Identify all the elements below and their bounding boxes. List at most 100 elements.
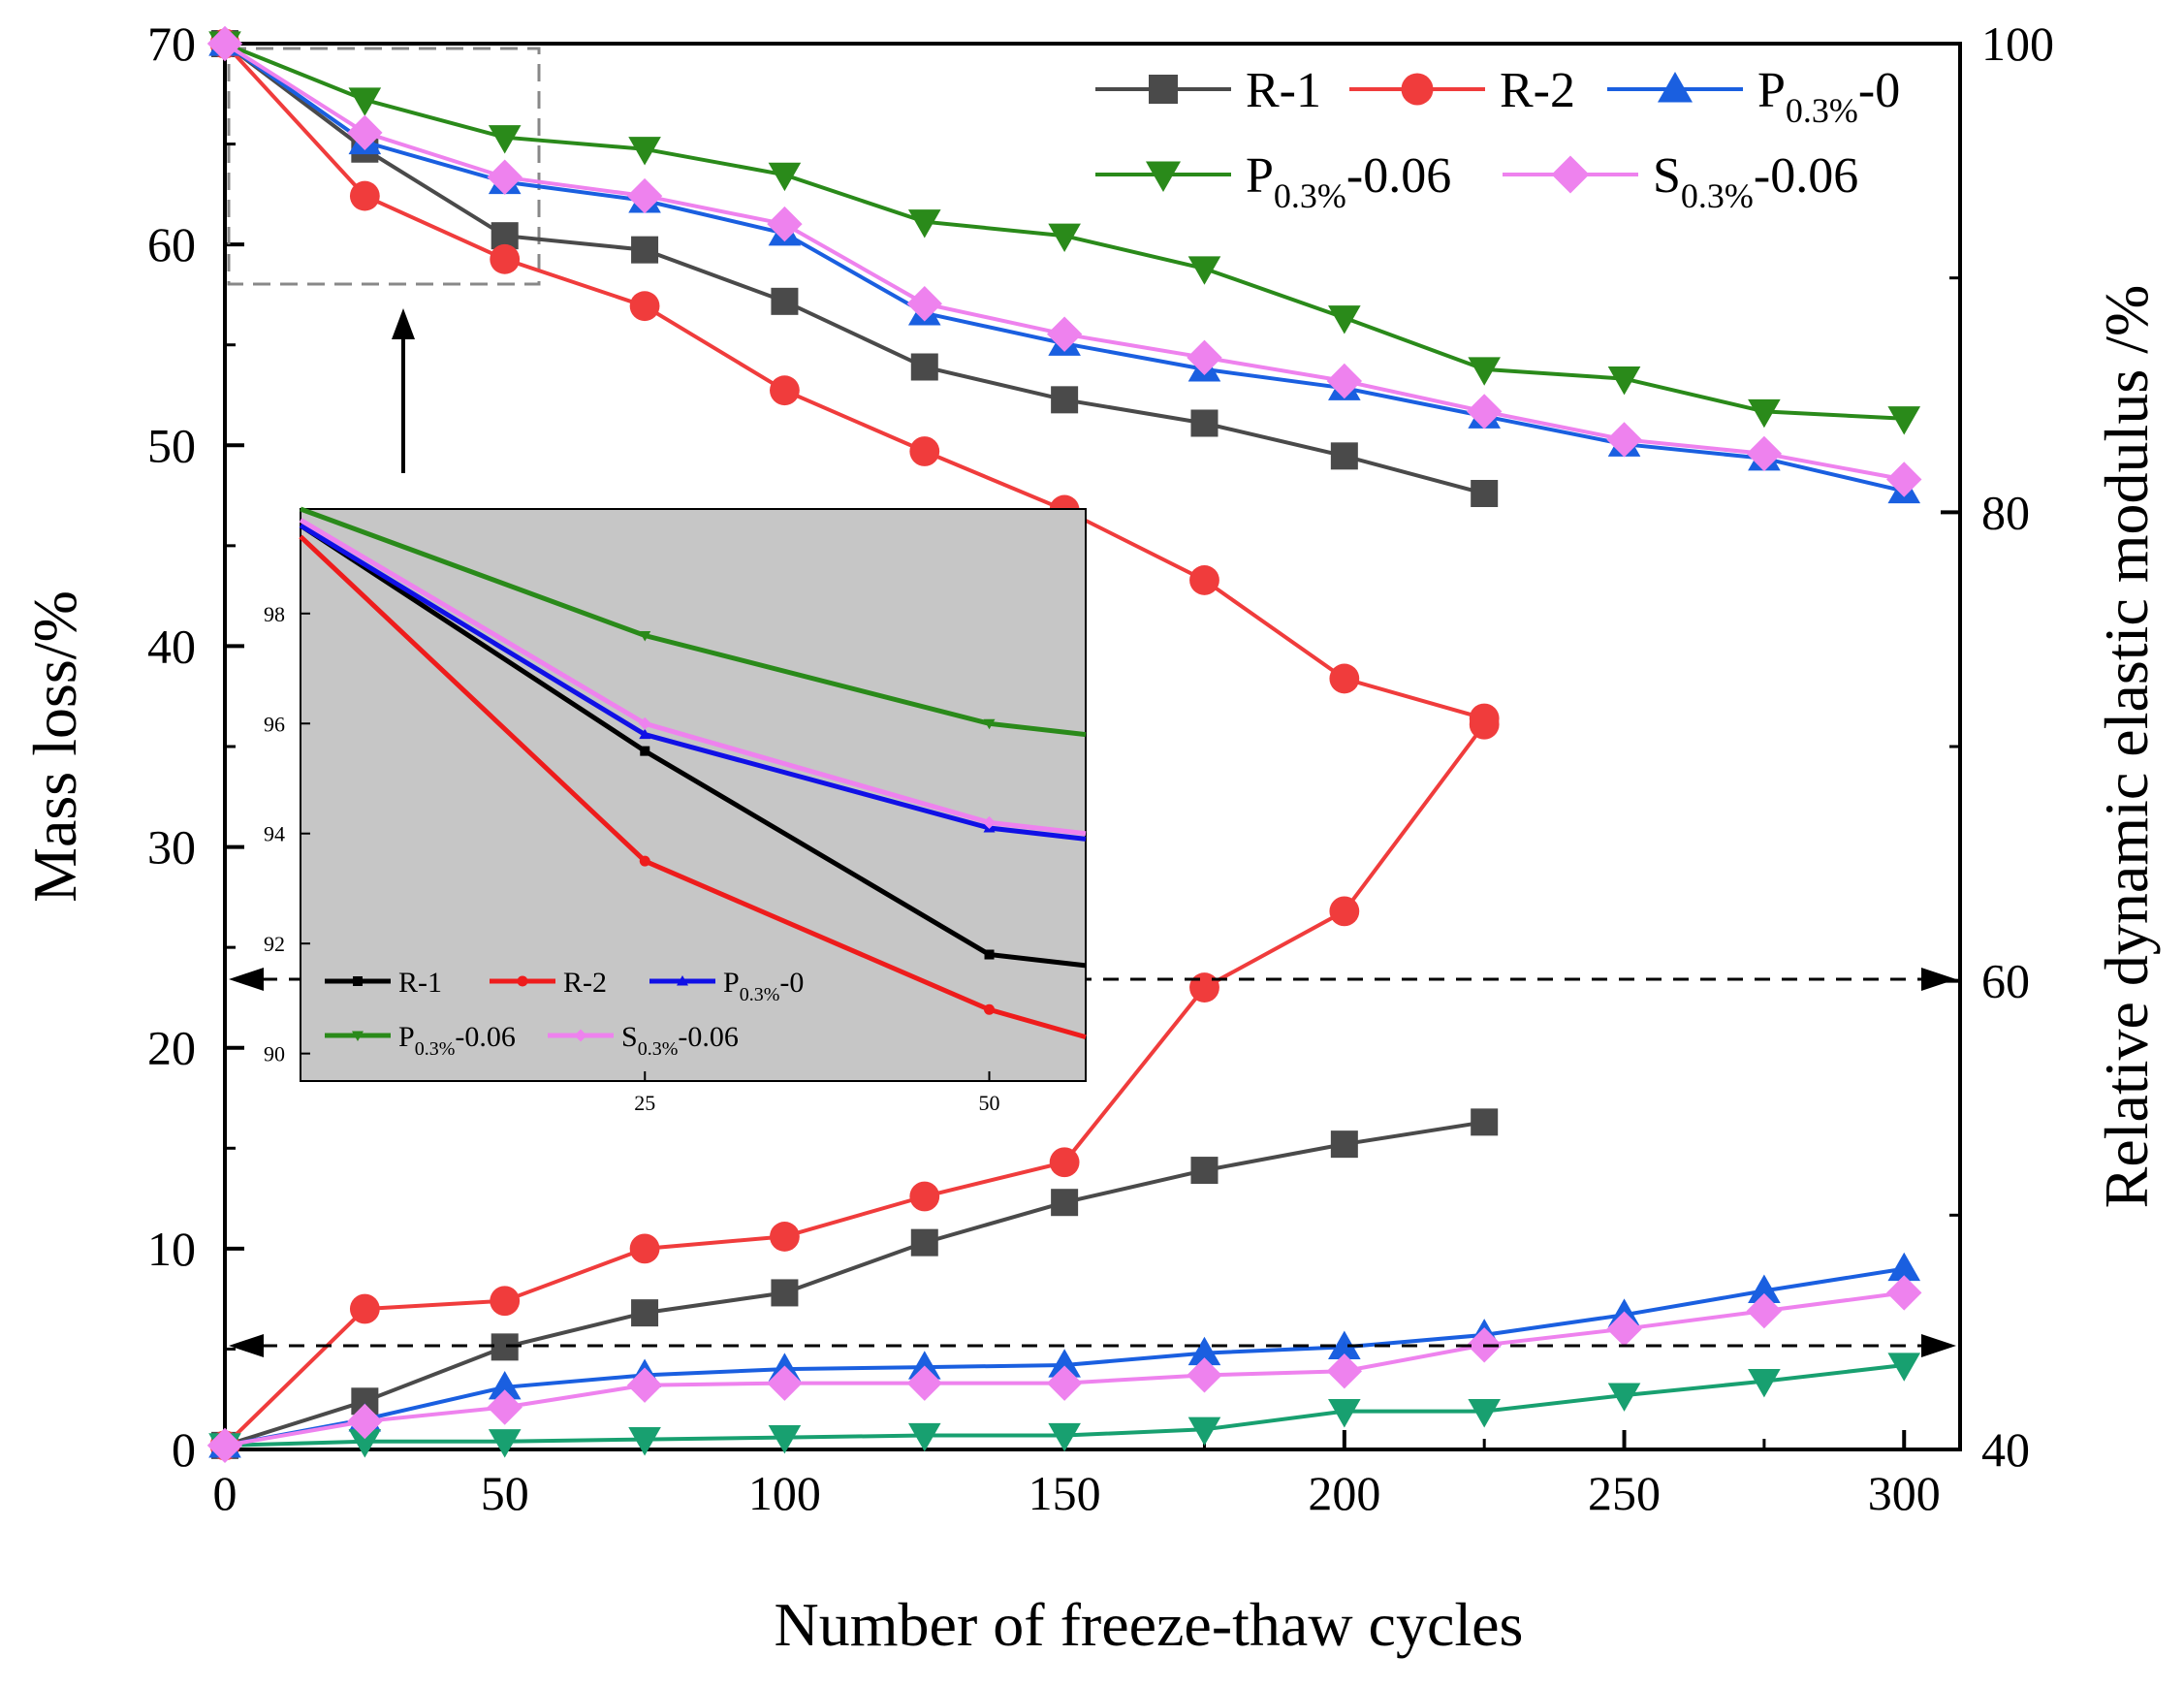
inset-y-tick-label: 94 <box>264 822 285 846</box>
inset-line-P006 <box>300 506 1087 738</box>
y-left-tick-label: 20 <box>147 1021 196 1075</box>
legend-marker-P0 <box>1658 72 1693 103</box>
mass-point-R1 <box>1471 1108 1499 1136</box>
mass-line-R1 <box>224 1120 1485 1448</box>
mass-point-P0 <box>1887 1252 1921 1282</box>
x-tick-label: 250 <box>1588 1466 1661 1520</box>
mass-point-P006 <box>1468 1399 1501 1428</box>
inset-y-tick-label: 92 <box>264 932 285 956</box>
legend-label-R2: R-2 <box>563 967 607 999</box>
inset-line-S006 <box>299 518 1087 837</box>
modulus-guide-right-head <box>1921 968 1956 991</box>
modulus-point-S006 <box>1606 422 1642 458</box>
mass-guide-left-head <box>229 1334 264 1357</box>
modulus-point-P006 <box>1187 256 1221 285</box>
legend-label-P0: P0.3%-0 <box>723 967 804 1005</box>
legend-item-P006: P0.3%-0.06 <box>1095 148 1451 215</box>
modulus-point-S006 <box>626 177 663 214</box>
modulus-line-P0 <box>223 42 1905 493</box>
y-right-tick-label: 80 <box>1981 485 2030 539</box>
legend-label-R2: R-2 <box>1500 63 1575 118</box>
legend-marker-S006 <box>1551 155 1590 194</box>
y-left-tick-label: 30 <box>147 820 196 875</box>
mass-point-S006 <box>626 1367 663 1403</box>
inset-x-tick-label: 25 <box>634 1091 655 1115</box>
y-left-tick-label: 50 <box>147 418 196 472</box>
modulus-point-S006 <box>487 159 522 195</box>
mass-point-S006 <box>487 1389 522 1425</box>
inset-legend-item-R2: R-2 <box>490 967 607 999</box>
inset-point-R1 <box>984 949 995 960</box>
inset-lines <box>299 506 1087 1040</box>
modulus-point-P006 <box>488 125 522 154</box>
mass-point-S006 <box>1746 1292 1783 1329</box>
y-left-axis-title: Mass loss/% <box>20 590 89 903</box>
legend-label-S006: S0.3%-0.06 <box>1653 148 1858 215</box>
y-left-tick-label: 40 <box>147 619 196 673</box>
modulus-point-S006 <box>1326 363 1363 399</box>
modulus-point-R1 <box>771 287 799 315</box>
inset-y-tick-label: 90 <box>264 1042 285 1066</box>
mass-point-R1 <box>1190 1157 1219 1185</box>
modulus-point-R2 <box>629 291 660 322</box>
mass-point-P0 <box>1187 1336 1221 1366</box>
inset-point-S006 <box>983 815 997 829</box>
inset-series-R1 <box>299 523 1087 969</box>
x-tick-label: 100 <box>748 1466 821 1520</box>
mass-point-R2 <box>909 1181 940 1212</box>
modulus-point-R2 <box>1469 703 1500 734</box>
modulus-point-S006 <box>1746 435 1783 472</box>
inset-legend-marker-R2 <box>517 975 528 987</box>
y-right-tick-label: 40 <box>1981 1422 2030 1477</box>
inset-legend-marker-S006 <box>574 1029 587 1042</box>
y-left-axis-ticks: 0 10 20 30 40 50 60 70 <box>147 16 244 1477</box>
mass-point-P006 <box>1048 1422 1081 1452</box>
modulus-point-P006 <box>1048 223 1081 252</box>
y-left-tick-label: 0 <box>172 1422 196 1477</box>
y-left-tick-label: 10 <box>147 1222 196 1276</box>
modulus-point-R2 <box>909 436 940 466</box>
mass-point-P006 <box>768 1424 802 1454</box>
mass-point-R2 <box>1189 972 1219 1003</box>
inset-legend-marker-P006 <box>352 1031 364 1041</box>
mass-point-R2 <box>629 1233 660 1264</box>
legend-item-R2: R-2 <box>1349 63 1575 118</box>
mass-point-R2 <box>1049 1147 1080 1178</box>
modulus-point-P006 <box>1887 406 1921 435</box>
y-right-tick-label: 60 <box>1981 954 2030 1008</box>
modulus-point-R1 <box>1330 442 1358 470</box>
legend-label-P006: P0.3%-0.06 <box>398 1021 516 1060</box>
modulus-point-P006 <box>1328 305 1361 334</box>
modulus-point-S006 <box>347 114 383 151</box>
mass-point-P0 <box>1328 1330 1361 1359</box>
mass-point-R2 <box>770 1222 800 1252</box>
inset-series-P006 <box>300 506 1087 738</box>
modulus-point-R1 <box>1051 386 1079 414</box>
modulus-point-P006 <box>1607 366 1641 396</box>
modulus-point-S006 <box>1466 394 1503 430</box>
mass-point-R1 <box>1051 1189 1079 1217</box>
mass-point-R2 <box>490 1286 521 1317</box>
modulus-point-R1 <box>1471 480 1499 507</box>
inset-ticks: 90 92 94 96 98 25 50 <box>264 602 1000 1115</box>
legend-marker-R2 <box>1401 73 1434 106</box>
mass-point-P0 <box>488 1370 522 1400</box>
mass-point-P006 <box>488 1429 522 1458</box>
inset-point-P0 <box>639 728 651 740</box>
legend-marker-R1 <box>1149 75 1178 104</box>
modulus-point-R2 <box>1329 663 1360 694</box>
modulus-point-R2 <box>490 243 521 274</box>
legend-label-S006: S0.3%-0.06 <box>621 1021 739 1060</box>
mass-point-R1 <box>910 1228 938 1257</box>
mass-point-P006 <box>907 1422 941 1452</box>
mass-point-R1 <box>771 1279 799 1307</box>
y-right-tick-label: 100 <box>1981 16 2054 71</box>
modulus-point-P006 <box>348 87 382 116</box>
inset-legend-marker-P0 <box>677 975 688 986</box>
y-left-tick-label: 60 <box>147 217 196 271</box>
modulus-point-S006 <box>906 286 942 322</box>
main-lines <box>206 25 1922 1464</box>
modulus-point-R2 <box>349 180 380 211</box>
mass-point-S006 <box>206 1427 243 1464</box>
mass-point-P0 <box>1048 1349 1081 1378</box>
